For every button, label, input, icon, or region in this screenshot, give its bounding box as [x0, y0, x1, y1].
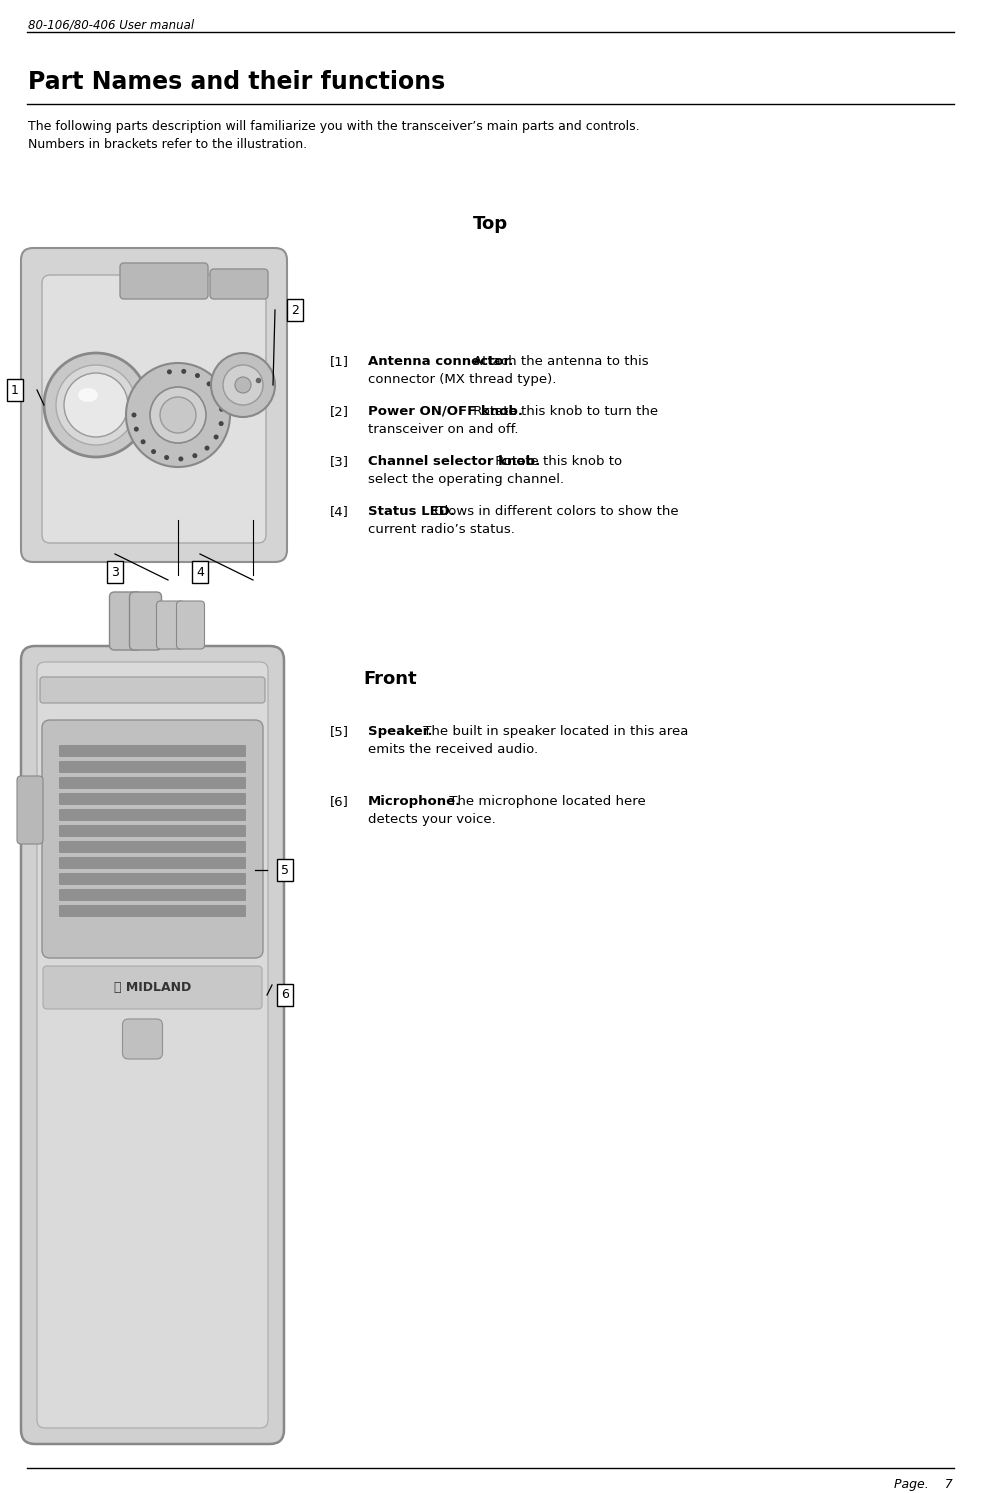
Circle shape [195, 373, 200, 378]
Text: detects your voice.: detects your voice. [368, 814, 495, 826]
FancyBboxPatch shape [157, 602, 184, 649]
Text: 1: 1 [11, 384, 19, 397]
FancyBboxPatch shape [59, 841, 246, 853]
Circle shape [133, 427, 139, 431]
FancyBboxPatch shape [40, 676, 265, 703]
FancyBboxPatch shape [21, 248, 287, 561]
Text: Attach the antenna to this: Attach the antenna to this [469, 355, 648, 367]
Text: emits the received audio.: emits the received audio. [368, 744, 539, 755]
Circle shape [160, 397, 196, 433]
Text: Top: Top [473, 215, 507, 233]
FancyBboxPatch shape [42, 275, 266, 543]
FancyBboxPatch shape [120, 263, 208, 299]
Text: [2]: [2] [330, 405, 349, 418]
Circle shape [44, 352, 148, 457]
FancyBboxPatch shape [59, 776, 246, 788]
Text: 4: 4 [196, 566, 204, 578]
Text: Glows in different colors to show the: Glows in different colors to show the [430, 505, 678, 518]
Circle shape [151, 449, 156, 454]
Circle shape [235, 378, 251, 393]
Circle shape [223, 364, 263, 405]
FancyBboxPatch shape [59, 905, 246, 917]
FancyBboxPatch shape [59, 857, 246, 869]
Circle shape [204, 445, 210, 451]
Text: connector (MX thread type).: connector (MX thread type). [368, 373, 556, 387]
Text: current radio’s status.: current radio’s status. [368, 523, 515, 536]
Text: Channel selector knob.: Channel selector knob. [368, 455, 541, 467]
Text: Front: Front [363, 670, 417, 688]
FancyBboxPatch shape [59, 745, 246, 757]
Text: [6]: [6] [330, 794, 349, 808]
FancyBboxPatch shape [37, 661, 268, 1427]
Text: 80-106/80-406 User manual: 80-106/80-406 User manual [28, 18, 194, 31]
Circle shape [211, 352, 275, 417]
Text: 3: 3 [111, 566, 119, 578]
Circle shape [131, 412, 136, 418]
FancyBboxPatch shape [129, 593, 162, 649]
FancyBboxPatch shape [110, 593, 141, 649]
Circle shape [192, 454, 197, 458]
Text: [5]: [5] [330, 726, 349, 738]
Text: Status LED.: Status LED. [368, 505, 455, 518]
Text: The following parts description will familiarize you with the transceiver’s main: The following parts description will fam… [28, 119, 640, 133]
Text: 2: 2 [291, 303, 299, 317]
Text: Power ON/OFF knob.: Power ON/OFF knob. [368, 405, 523, 418]
Text: [4]: [4] [330, 505, 349, 518]
Text: The microphone located here: The microphone located here [445, 794, 645, 808]
Text: Rotate this knob to turn the: Rotate this knob to turn the [469, 405, 658, 418]
Text: [3]: [3] [330, 455, 349, 467]
Circle shape [207, 381, 212, 387]
FancyBboxPatch shape [59, 793, 246, 805]
FancyBboxPatch shape [59, 826, 246, 838]
FancyBboxPatch shape [59, 873, 246, 885]
Text: select the operating channel.: select the operating channel. [368, 473, 564, 487]
Ellipse shape [78, 388, 98, 402]
Text: Part Names and their functions: Part Names and their functions [28, 70, 445, 94]
Text: Page.    7: Page. 7 [895, 1478, 953, 1492]
FancyBboxPatch shape [42, 720, 263, 959]
Circle shape [150, 387, 206, 443]
Circle shape [219, 421, 224, 426]
FancyBboxPatch shape [59, 888, 246, 900]
FancyBboxPatch shape [177, 602, 204, 649]
Circle shape [164, 455, 169, 460]
Circle shape [56, 364, 136, 445]
Circle shape [126, 363, 230, 467]
Circle shape [167, 369, 172, 375]
FancyBboxPatch shape [59, 809, 246, 821]
FancyBboxPatch shape [43, 966, 262, 1009]
Text: Ⓜ MIDLAND: Ⓜ MIDLAND [114, 981, 191, 994]
Circle shape [181, 369, 186, 373]
Text: 6: 6 [282, 988, 289, 1002]
Circle shape [64, 373, 128, 437]
FancyBboxPatch shape [21, 646, 284, 1444]
Text: Speaker.: Speaker. [368, 726, 433, 738]
Text: 5: 5 [281, 863, 289, 876]
FancyBboxPatch shape [123, 1020, 163, 1059]
FancyBboxPatch shape [17, 776, 43, 844]
Circle shape [219, 406, 224, 412]
Circle shape [214, 434, 219, 439]
Circle shape [140, 439, 145, 445]
Text: Antenna connector.: Antenna connector. [368, 355, 513, 367]
FancyBboxPatch shape [210, 269, 268, 299]
Text: [1]: [1] [330, 355, 349, 367]
Circle shape [179, 457, 183, 461]
Circle shape [215, 393, 220, 399]
Text: The built in speaker located in this area: The built in speaker located in this are… [419, 726, 689, 738]
Text: Rotate this knob to: Rotate this knob to [491, 455, 622, 467]
Text: Numbers in brackets refer to the illustration.: Numbers in brackets refer to the illustr… [28, 137, 307, 151]
Text: transceiver on and off.: transceiver on and off. [368, 423, 519, 436]
FancyBboxPatch shape [59, 761, 246, 773]
Text: Microphone.: Microphone. [368, 794, 461, 808]
